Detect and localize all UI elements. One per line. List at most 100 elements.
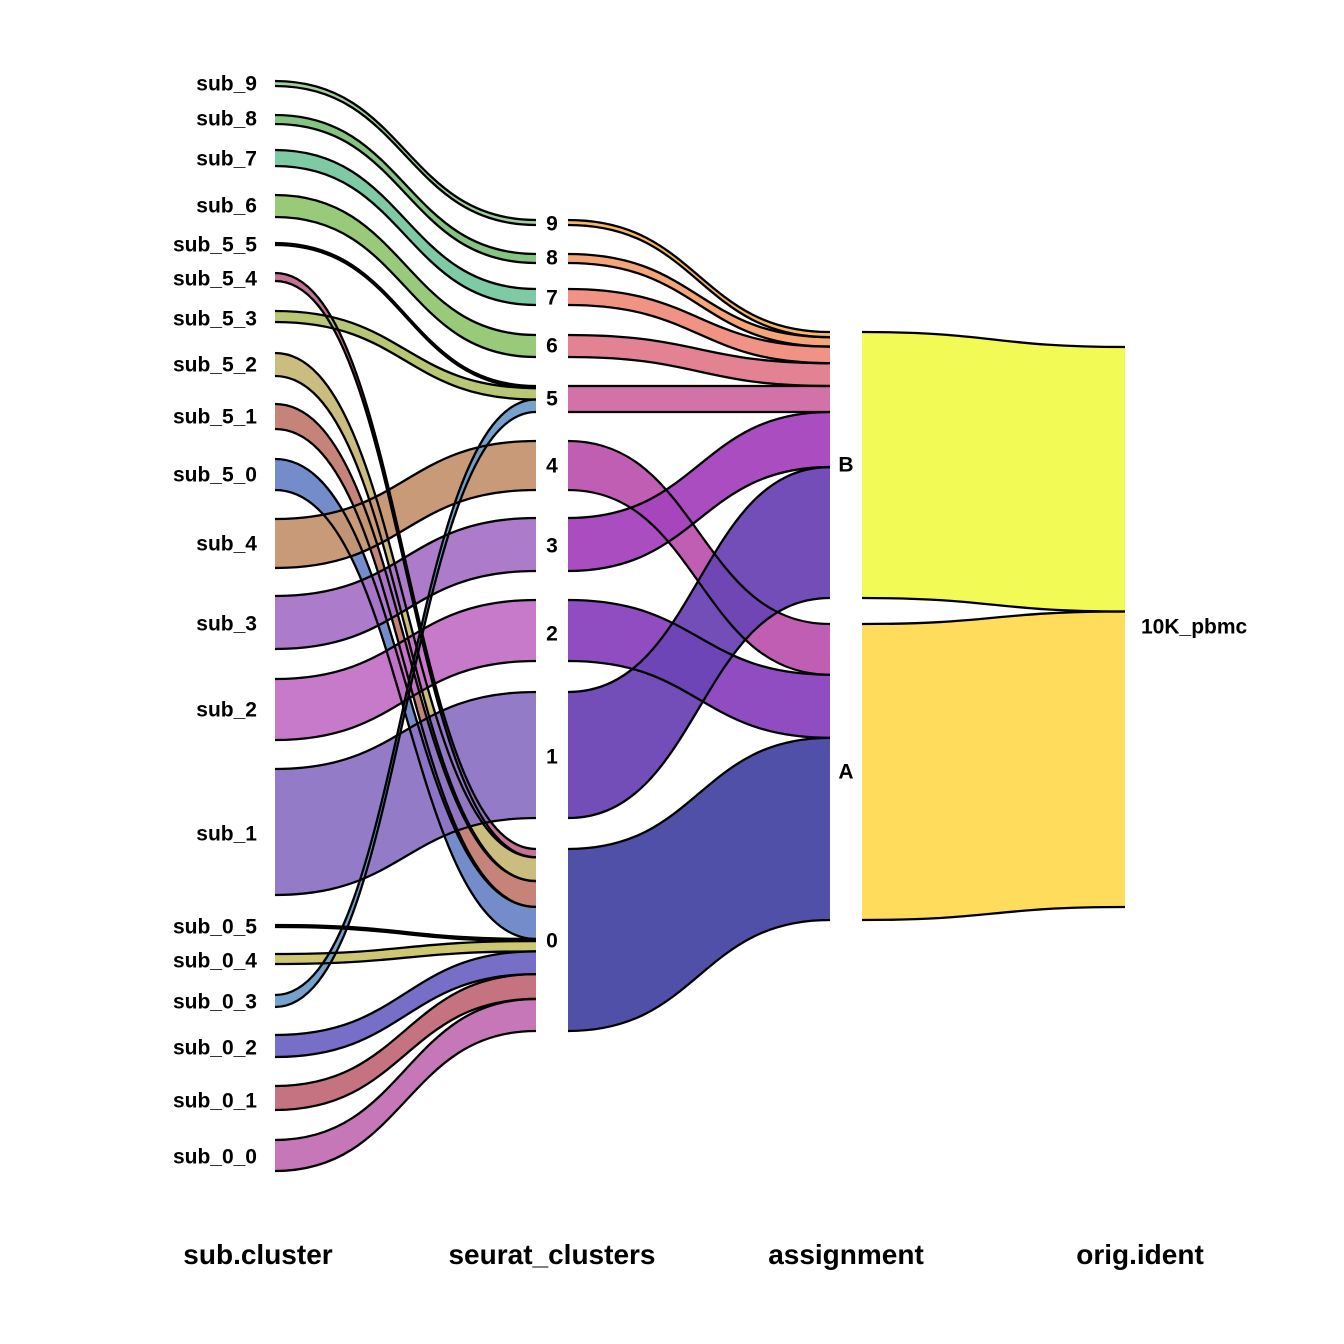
label-cluster-1: 1	[546, 746, 558, 769]
edge-top-B-orig	[861, 330, 1126, 349]
flow-B-to-orig	[862, 332, 1125, 612]
label-sub_5_4: sub_5_4	[173, 268, 257, 291]
label-assignment-B: B	[838, 454, 853, 477]
edge-bottom-sub_3	[274, 569, 537, 651]
edge-top-sub_9	[274, 79, 537, 222]
edge-top-sub_0_4	[274, 939, 537, 956]
flow-cluster-5-to-B	[568, 386, 830, 413]
label-sub_9: sub_9	[196, 73, 257, 96]
edge-bottom-cluster-0	[567, 918, 831, 1033]
label-sub_5_1: sub_5_1	[173, 406, 257, 429]
label-sub_3: sub_3	[196, 613, 257, 636]
edge-top-sub_1	[274, 690, 537, 771]
flows	[274, 79, 1126, 1173]
edge-bottom-sub_4	[274, 488, 537, 570]
edge-bottom-A-orig	[861, 905, 1126, 922]
edge-top-cluster-1	[567, 465, 831, 694]
label-sub_7: sub_7	[196, 148, 257, 171]
label-sub_5_5: sub_5_5	[173, 234, 257, 257]
edge-top-sub_2	[274, 598, 537, 681]
edge-top-sub_5_1	[274, 402, 537, 883]
edge-top-cluster-8	[567, 252, 831, 339]
label-sub_4: sub_4	[196, 533, 257, 556]
edge-bottom-cluster-6	[567, 355, 831, 388]
edge-bottom-cluster-4	[567, 488, 831, 676]
edge-top-sub_5_2	[274, 351, 537, 859]
label-sub_2: sub_2	[196, 699, 257, 722]
edge-bottom-sub_9	[274, 84, 537, 227]
edge-top-sub_5_0	[274, 457, 537, 909]
edge-top-cluster-7	[567, 287, 831, 348]
edge-bottom-sub_6	[274, 215, 537, 359]
edge-bottom-sub_0_5	[274, 925, 537, 943]
label-cluster-2: 2	[546, 623, 558, 646]
flow-sub_5_2-to-0	[275, 353, 536, 882]
label-sub_6: sub_6	[196, 195, 257, 218]
edge-bottom-cluster-9	[567, 223, 831, 339]
edge-bottom-cluster-3	[567, 465, 831, 573]
edge-top-sub_6	[274, 193, 537, 337]
edge-bottom-sub_0_0	[274, 1029, 537, 1173]
edge-top-cluster-3	[567, 410, 831, 520]
label-sub_8: sub_8	[196, 108, 257, 131]
axis-label-assignment: assignment	[768, 1239, 924, 1270]
label-cluster-5: 5	[546, 388, 558, 411]
label-sub_5_2: sub_5_2	[173, 354, 257, 377]
edge-top-sub_5_5	[274, 241, 537, 388]
flow-sub_0_4-to-0	[275, 941, 536, 964]
edge-top-sub_0_2	[274, 950, 537, 1037]
label-assignment-A: A	[838, 761, 853, 784]
edge-top-cluster-6	[567, 333, 831, 365]
label-cluster-6: 6	[546, 335, 558, 358]
edge-top-sub_0_3	[274, 398, 537, 997]
flow-sub_5_3-to-5	[275, 311, 536, 400]
axis-label-seurat-clusters: seurat_clusters	[448, 1239, 655, 1270]
flow-cluster-9-to-B	[568, 220, 830, 338]
flow-cluster-8-to-B	[568, 254, 830, 347]
edge-top-sub_5_4	[274, 271, 537, 851]
edge-bottom-B-orig	[861, 596, 1126, 613]
edge-top-sub_3	[274, 516, 537, 598]
edge-bottom-sub_0_1	[274, 997, 537, 1112]
edge-bottom-cluster-2	[567, 659, 831, 739]
flow-sub_0_3-to-5	[275, 399, 536, 1007]
label-orig-10K_pbmc: 10K_pbmc	[1141, 616, 1248, 639]
axis-label-sub-cluster: sub.cluster	[183, 1239, 332, 1270]
flow-sub_8-to-8	[275, 115, 536, 263]
edge-bottom-sub_0_3	[274, 410, 537, 1009]
label-sub_5_3: sub_5_3	[173, 308, 257, 331]
edge-top-cluster-2	[567, 598, 831, 676]
edge-top-cluster-9	[567, 218, 831, 334]
label-cluster-0: 0	[546, 930, 558, 953]
edge-top-sub_0_1	[274, 972, 537, 1088]
edge-bottom-sub_0_2	[274, 972, 537, 1059]
edge-bottom-sub_1	[274, 816, 537, 897]
edge-bottom-sub_8	[274, 122, 537, 265]
edge-bottom-cluster-7	[567, 303, 831, 365]
label-sub_1: sub_1	[196, 823, 257, 846]
label-cluster-4: 4	[546, 455, 558, 478]
flow-sub_9-to-9	[275, 81, 536, 225]
edge-bottom-sub_5_4	[274, 279, 537, 859]
edge-top-sub_0_5	[274, 923, 537, 941]
edge-bottom-cluster-1	[567, 596, 831, 820]
flow-A-to-orig	[862, 611, 1125, 920]
label-sub_0_0: sub_0_0	[173, 1146, 257, 1169]
label-sub_0_2: sub_0_2	[173, 1037, 257, 1060]
flow-cluster-3-to-B	[568, 412, 830, 571]
edge-top-sub_4	[274, 439, 537, 521]
flow-cluster-6-to-B	[568, 335, 830, 387]
edge-bottom-cluster-8	[567, 261, 831, 348]
flow-sub_6-to-6	[275, 195, 536, 357]
edge-bottom-sub_0_4	[274, 950, 537, 966]
flow-cluster-0-to-A	[568, 737, 830, 1031]
edge-top-sub_5_3	[274, 309, 537, 390]
flow-cluster-7-to-B	[568, 289, 830, 364]
label-sub_0_4: sub_0_4	[173, 950, 257, 973]
label-sub_5_0: sub_5_0	[173, 464, 257, 487]
edge-top-sub_0_0	[274, 997, 537, 1142]
label-sub_0_5: sub_0_5	[173, 916, 257, 939]
label-cluster-3: 3	[546, 535, 558, 558]
edge-bottom-sub_5_3	[274, 320, 537, 401]
edge-bottom-sub_5_5	[274, 243, 537, 390]
